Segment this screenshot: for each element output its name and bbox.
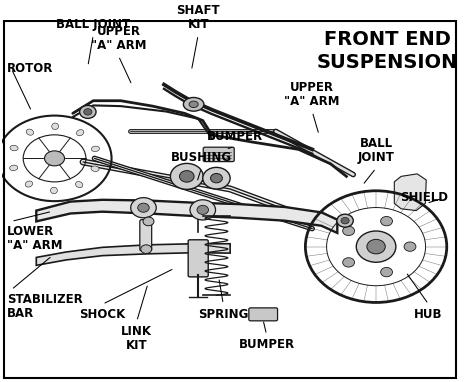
Ellipse shape <box>9 165 18 171</box>
Circle shape <box>141 245 152 254</box>
Text: SHAFT
KIT: SHAFT KIT <box>176 4 220 31</box>
Text: BUMPER: BUMPER <box>207 130 263 143</box>
Text: LOWER
"A" ARM: LOWER "A" ARM <box>7 225 62 252</box>
Text: BALL
JOINT: BALL JOINT <box>358 138 394 165</box>
Circle shape <box>180 171 194 182</box>
Circle shape <box>343 226 355 236</box>
Ellipse shape <box>183 97 204 111</box>
Text: BUSHING: BUSHING <box>171 152 232 165</box>
Text: LINK
KIT: LINK KIT <box>121 325 152 352</box>
Circle shape <box>170 163 203 189</box>
Circle shape <box>131 197 156 218</box>
FancyBboxPatch shape <box>249 308 278 321</box>
Circle shape <box>367 240 385 254</box>
Circle shape <box>190 200 216 220</box>
Ellipse shape <box>189 101 198 108</box>
Text: HUB: HUB <box>414 308 443 321</box>
Polygon shape <box>36 200 337 233</box>
Text: BUMPER: BUMPER <box>238 338 295 351</box>
Polygon shape <box>394 174 426 210</box>
Text: SHOCK: SHOCK <box>79 308 126 321</box>
Ellipse shape <box>76 129 84 136</box>
Text: FRONT END
SUSPENSION: FRONT END SUSPENSION <box>317 31 458 72</box>
Circle shape <box>404 242 416 251</box>
Ellipse shape <box>10 145 18 151</box>
Text: BALL JOINT: BALL JOINT <box>56 18 130 31</box>
Text: UPPER
"A" ARM: UPPER "A" ARM <box>284 81 340 108</box>
Circle shape <box>356 231 396 262</box>
Text: ROTOR: ROTOR <box>7 62 53 75</box>
Circle shape <box>343 258 355 267</box>
Text: SHIELD: SHIELD <box>400 191 448 204</box>
Ellipse shape <box>91 166 99 172</box>
Circle shape <box>203 167 230 189</box>
Ellipse shape <box>75 181 83 188</box>
Text: SPRING: SPRING <box>198 308 248 321</box>
Ellipse shape <box>26 129 34 135</box>
FancyBboxPatch shape <box>188 240 208 277</box>
Circle shape <box>341 217 349 224</box>
Text: UPPER
"A" ARM: UPPER "A" ARM <box>91 25 146 52</box>
Ellipse shape <box>51 187 57 194</box>
Circle shape <box>210 173 222 183</box>
Ellipse shape <box>25 181 33 187</box>
FancyBboxPatch shape <box>203 147 234 162</box>
Circle shape <box>337 214 353 227</box>
Circle shape <box>143 217 154 226</box>
Text: STABILIZER
BAR: STABILIZER BAR <box>7 293 82 320</box>
Circle shape <box>197 206 209 214</box>
Circle shape <box>138 203 149 212</box>
Ellipse shape <box>91 146 100 152</box>
Ellipse shape <box>45 151 64 166</box>
FancyBboxPatch shape <box>140 220 152 251</box>
Polygon shape <box>36 244 230 265</box>
Circle shape <box>381 217 392 226</box>
Circle shape <box>381 267 392 277</box>
Ellipse shape <box>52 123 59 129</box>
Circle shape <box>80 105 96 118</box>
Circle shape <box>84 108 92 115</box>
